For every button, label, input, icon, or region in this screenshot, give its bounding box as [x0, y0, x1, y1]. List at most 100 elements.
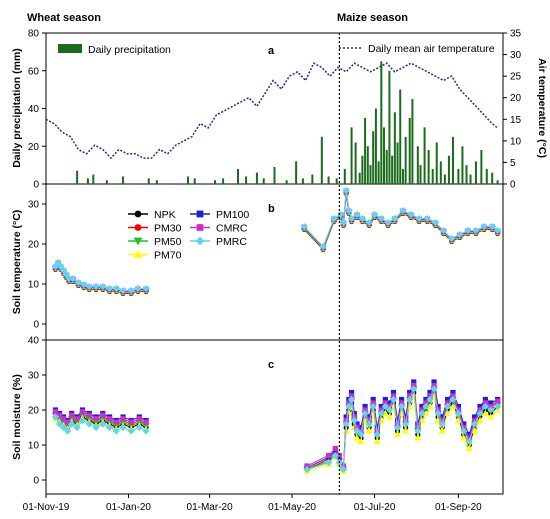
data-point	[487, 406, 495, 414]
precipitation-bar	[335, 178, 338, 184]
data-point	[119, 286, 127, 295]
data-point	[407, 389, 413, 396]
data-point	[337, 210, 345, 219]
data-point	[378, 403, 384, 410]
data-point	[85, 282, 93, 291]
soil-moisture-pm70	[51, 392, 502, 474]
data-point	[353, 427, 361, 435]
data-point	[435, 403, 441, 410]
precipitation-bar	[245, 176, 248, 184]
x-tick-label: 01-Mar-20	[187, 502, 234, 513]
data-point	[99, 282, 107, 291]
precipitation-bar	[399, 89, 402, 184]
panel-c-label: c	[268, 359, 274, 371]
data-point	[196, 224, 204, 231]
data-point	[443, 402, 452, 411]
y-tick-label: 20	[28, 406, 40, 417]
legend-item-pm50: PM50	[128, 236, 182, 248]
data-point	[481, 402, 490, 411]
data-point	[100, 412, 106, 418]
data-point	[195, 236, 205, 246]
data-point	[134, 224, 142, 231]
data-point	[439, 414, 445, 420]
panel-c-frame	[45, 339, 504, 495]
data-point	[300, 222, 308, 231]
data-point	[365, 420, 373, 428]
precipitation-bar	[350, 127, 353, 184]
data-point	[389, 395, 398, 404]
data-point	[465, 444, 473, 452]
soil-moisture-series	[51, 379, 502, 474]
data-point	[68, 420, 76, 428]
data-point	[415, 214, 423, 223]
data-point	[493, 226, 502, 235]
precipitation-bar	[358, 172, 361, 184]
data-point	[196, 210, 204, 218]
data-point	[119, 423, 127, 432]
data-point	[370, 210, 379, 219]
precipitation-bar	[222, 178, 225, 184]
data-point	[74, 278, 83, 287]
precipitation-bar	[364, 117, 367, 184]
data-point	[438, 427, 446, 434]
data-point	[472, 226, 480, 235]
precipitation-bar	[361, 155, 364, 184]
data-point	[471, 427, 479, 434]
data-point	[472, 414, 478, 420]
legend-label: CMRC	[216, 223, 248, 235]
precipitation-bar	[391, 155, 394, 184]
precipitation-bar	[273, 167, 276, 184]
data-point	[69, 412, 75, 418]
precipitation-bar	[447, 155, 450, 184]
data-point	[406, 395, 414, 404]
data-point	[390, 389, 397, 396]
x-tick-label: 01-Sep-20	[435, 502, 482, 513]
precipitation-legend: Daily precipitation	[58, 44, 171, 56]
precipitation-bar	[343, 168, 346, 184]
legend-item-cmrc: CMRC	[190, 223, 248, 235]
data-point	[358, 214, 366, 223]
data-point	[332, 445, 338, 452]
data-point	[377, 409, 385, 418]
data-point	[69, 274, 77, 283]
data-point	[80, 280, 88, 289]
data-point	[494, 398, 501, 404]
precipitation-bar	[105, 180, 108, 184]
precipitation-bar	[396, 142, 399, 184]
data-point	[398, 396, 405, 403]
data-point	[403, 414, 409, 420]
data-point	[59, 423, 68, 432]
data-point	[65, 419, 71, 425]
precipitation-bar	[388, 70, 391, 184]
precipitation-bar	[122, 176, 125, 184]
y-tick-label: 30	[510, 50, 522, 61]
data-point	[127, 286, 135, 295]
y-tick-label: 40	[28, 336, 40, 347]
y-tick-label: 20	[510, 93, 522, 104]
soil-temperature-series	[51, 186, 502, 297]
precipitation-bar	[443, 174, 446, 184]
data-point	[431, 218, 439, 227]
data-point	[488, 400, 494, 406]
data-point	[127, 427, 135, 435]
air-temperature-legend-label: Daily mean air temperature	[368, 43, 495, 55]
data-point	[422, 402, 430, 411]
data-point	[394, 417, 401, 424]
data-point	[133, 237, 143, 246]
precipitation-legend-swatch	[58, 44, 82, 53]
y-tick-label: 0	[510, 180, 516, 191]
panel-b-ylabel: Soil temperature (°C)	[11, 210, 23, 315]
precipitation-bar	[474, 161, 477, 184]
data-point	[456, 230, 464, 239]
data-point	[455, 403, 461, 410]
y-tick-label: 0	[33, 320, 39, 331]
data-point	[381, 402, 389, 411]
precipitation-bar	[457, 168, 460, 184]
y-tick-label: 0	[33, 180, 39, 191]
data-point	[93, 416, 99, 422]
data-point	[60, 416, 67, 422]
soil-moisture-npk	[52, 389, 501, 473]
precipitation-bar	[366, 146, 369, 184]
precipitation-bar	[408, 117, 411, 184]
x-tick-label: 01-Nov-19	[23, 502, 70, 513]
